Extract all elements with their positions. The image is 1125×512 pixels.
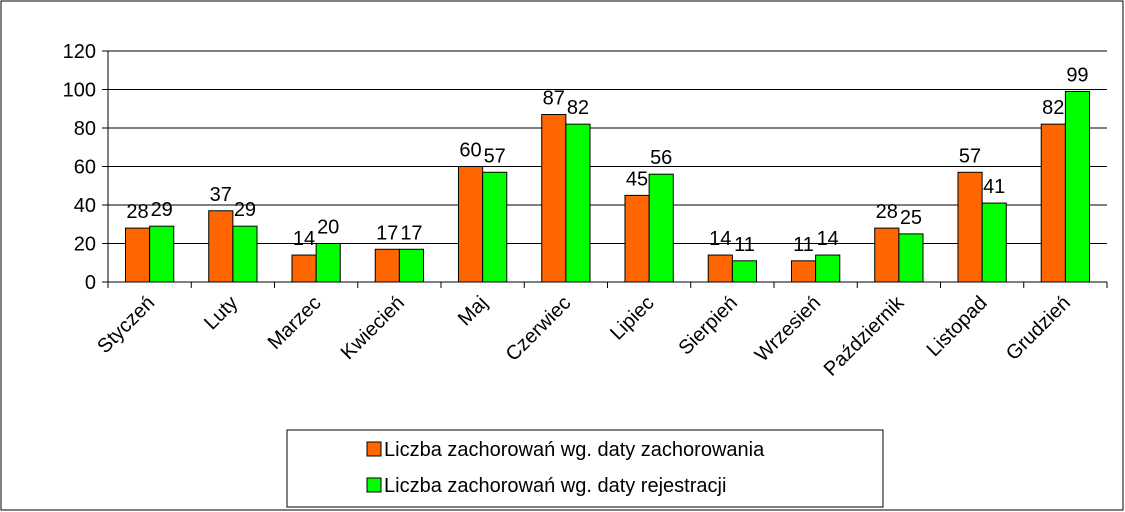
bar bbox=[149, 225, 175, 283]
y-tick-label: 60 bbox=[74, 157, 96, 179]
bar bbox=[731, 260, 758, 283]
bar bbox=[457, 166, 484, 283]
data-label: 41 bbox=[983, 176, 1005, 198]
bar bbox=[981, 202, 1007, 283]
data-label: 82 bbox=[1042, 97, 1064, 119]
bar bbox=[790, 260, 817, 283]
data-label: 14 bbox=[293, 228, 315, 250]
bar bbox=[648, 173, 674, 283]
y-tick-label: 20 bbox=[74, 234, 96, 256]
data-label: 29 bbox=[151, 199, 173, 221]
bar bbox=[482, 171, 508, 283]
data-label: 82 bbox=[567, 97, 589, 119]
legend-swatch bbox=[366, 477, 382, 493]
bar bbox=[541, 114, 567, 283]
y-tick-label: 40 bbox=[74, 195, 96, 217]
bar bbox=[124, 227, 151, 283]
bar bbox=[565, 123, 591, 283]
data-label: 57 bbox=[959, 145, 981, 167]
legend-label: Liczba zachorowań wg. daty rejestracji bbox=[384, 475, 726, 497]
bar bbox=[898, 233, 924, 283]
bar bbox=[815, 254, 841, 283]
bar bbox=[707, 254, 733, 283]
data-label: 60 bbox=[459, 140, 481, 162]
data-label: 56 bbox=[650, 147, 672, 169]
legend-swatch bbox=[366, 441, 382, 457]
data-label: 14 bbox=[817, 228, 839, 250]
legend-label: Liczba zachorowań wg. daty zachorowania bbox=[384, 439, 765, 461]
data-label: 17 bbox=[400, 222, 422, 244]
legend: Liczba zachorowań wg. daty zachorowania L… bbox=[286, 429, 884, 508]
data-label: 37 bbox=[210, 184, 232, 206]
y-tick-label: 100 bbox=[63, 80, 96, 102]
data-label: 11 bbox=[734, 234, 755, 256]
bar bbox=[1040, 123, 1066, 283]
bar bbox=[232, 225, 258, 283]
legend-box bbox=[286, 429, 884, 508]
bar bbox=[208, 210, 234, 283]
data-label: 28 bbox=[876, 201, 898, 223]
bar bbox=[315, 243, 341, 283]
data-label: 87 bbox=[543, 88, 565, 110]
data-label: 45 bbox=[626, 168, 648, 190]
data-label: 57 bbox=[484, 145, 506, 167]
bar bbox=[957, 171, 983, 283]
data-label: 11 bbox=[793, 234, 814, 256]
bar bbox=[624, 194, 650, 283]
data-label: 28 bbox=[126, 201, 148, 223]
data-label: 14 bbox=[709, 228, 731, 250]
y-tick-label: 120 bbox=[63, 41, 96, 63]
y-tick-label: 0 bbox=[85, 272, 96, 294]
bar bbox=[1064, 90, 1091, 283]
data-label: 99 bbox=[1066, 64, 1088, 86]
bar bbox=[291, 254, 317, 283]
y-tick-label: 80 bbox=[74, 118, 96, 140]
data-label: 29 bbox=[234, 199, 256, 221]
bar bbox=[874, 227, 900, 283]
data-label: 20 bbox=[317, 217, 339, 239]
bar bbox=[398, 248, 425, 283]
data-label: 17 bbox=[376, 222, 398, 244]
bar bbox=[374, 248, 400, 283]
data-label: 25 bbox=[900, 207, 922, 229]
